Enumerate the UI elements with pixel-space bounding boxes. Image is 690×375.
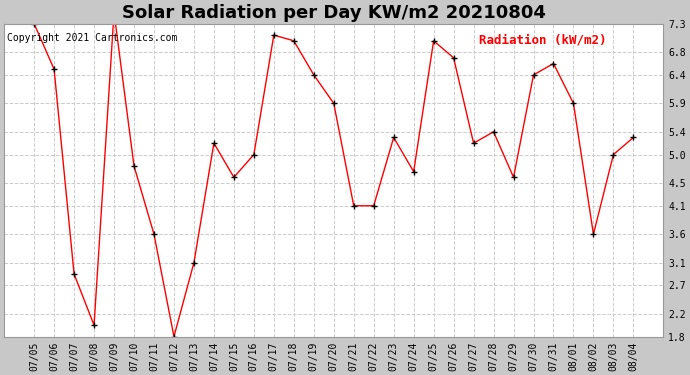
Text: Copyright 2021 Cartronics.com: Copyright 2021 Cartronics.com (8, 33, 178, 43)
Text: Radiation (kW/m2): Radiation (kW/m2) (479, 33, 607, 46)
Title: Solar Radiation per Day KW/m2 20210804: Solar Radiation per Day KW/m2 20210804 (122, 4, 546, 22)
